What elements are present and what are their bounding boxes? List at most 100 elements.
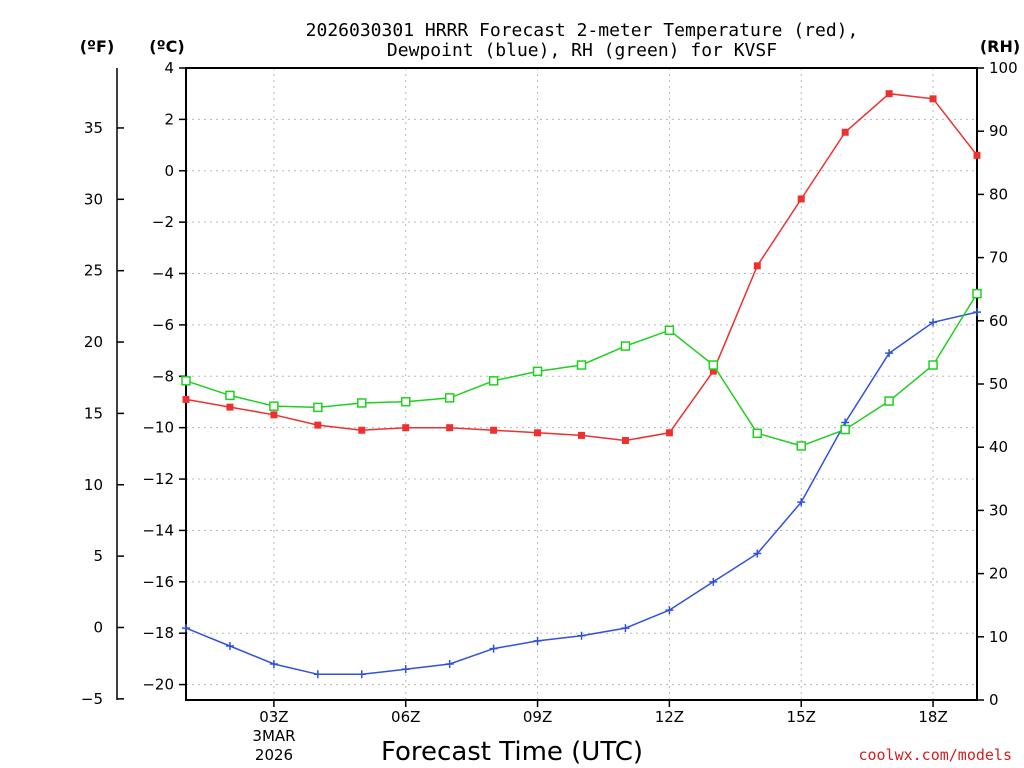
x-tick-label: 18Z	[918, 708, 947, 726]
dewpoint-point	[313, 670, 322, 679]
celsius-unit-label: (ºC)	[149, 37, 184, 56]
x-tick-label: 15Z	[787, 708, 816, 726]
chart-title-line1: 2026030301 HRRR Forecast 2-meter Tempera…	[306, 20, 859, 41]
temperature-point	[402, 424, 410, 432]
temperature-point	[929, 95, 937, 103]
x-axis-title: Forecast Time (UTC)	[381, 737, 643, 767]
rh-point	[488, 376, 499, 386]
c-tick-label: −8	[152, 367, 174, 385]
fahrenheit-unit-label: (ºF)	[80, 37, 115, 56]
dewpoint-point	[225, 642, 234, 651]
c-tick-label: −4	[152, 265, 174, 283]
rh-point	[884, 396, 894, 406]
c-tick-label: −14	[142, 521, 174, 539]
rh-point	[313, 402, 323, 413]
series-rh	[181, 288, 982, 451]
dewpoint-point	[357, 670, 366, 679]
c-tick-label: −2	[152, 213, 174, 231]
f-tick-label: 10	[84, 476, 103, 494]
rh-tick-label: 10	[989, 628, 1008, 646]
rh-tick-label: 100	[989, 59, 1018, 77]
temperature-point	[709, 367, 717, 375]
rh-point	[752, 428, 763, 439]
rh-point	[708, 360, 719, 370]
rh-point	[225, 390, 235, 401]
dewpoint-point	[709, 577, 718, 586]
rh-tick-label: 60	[989, 312, 1008, 330]
series-dewpoint	[182, 308, 981, 679]
temperature-point	[665, 429, 673, 437]
temperature-point	[534, 429, 542, 437]
dewpoint-point	[489, 644, 498, 653]
rh-tick-label: 40	[989, 438, 1008, 456]
rh-point	[181, 376, 191, 386]
temperature-point	[270, 411, 278, 419]
f-tick-label: 30	[84, 190, 103, 208]
dewpoint-point	[533, 636, 542, 645]
temperature-point	[885, 90, 893, 98]
rh-tick-label: 20	[989, 565, 1008, 583]
rh-point	[444, 393, 455, 403]
dewpoint-point	[401, 665, 410, 674]
rh-point	[928, 360, 938, 370]
data-series	[181, 90, 982, 679]
rh-tick-label: 90	[989, 122, 1008, 140]
rh-point	[532, 366, 543, 377]
temperature-point	[797, 195, 805, 203]
dewpoint-point	[885, 349, 894, 358]
rh-tick-label: 70	[989, 249, 1008, 267]
rh-point	[840, 424, 850, 435]
f-tick-label: 15	[84, 404, 103, 422]
rh-point	[620, 341, 631, 351]
rh-point	[400, 396, 411, 407]
chart-title-line2: Dewpoint (blue), RH (green) for KVSF	[387, 40, 777, 61]
c-tick-label: −20	[142, 676, 174, 694]
f-tick-label: 25	[84, 262, 103, 280]
c-tick-label: 4	[164, 59, 174, 77]
x-tick-label: 12Z	[655, 708, 684, 726]
temperature-point	[578, 431, 585, 439]
c-tick-label: 0	[164, 162, 174, 180]
temperature-point	[490, 426, 498, 434]
f-tick-label: 5	[93, 547, 103, 565]
rh-tick-label: 50	[989, 375, 1008, 393]
series-temperature	[182, 90, 981, 445]
rh-point	[796, 441, 806, 451]
x-tick-label: 09Z	[523, 708, 552, 726]
c-tick-label: −18	[142, 624, 174, 642]
dewpoint-point	[269, 660, 278, 669]
f-tick-label: 20	[84, 333, 103, 351]
temperature-point	[358, 426, 366, 434]
temperature-point	[226, 403, 234, 411]
dewpoint-point	[973, 308, 981, 317]
dewpoint-point	[445, 660, 454, 669]
c-tick-label: −12	[142, 470, 174, 488]
x-date-label-month: 3MAR	[252, 727, 295, 745]
temperature-point	[621, 437, 629, 445]
dewpoint-point	[665, 606, 674, 615]
c-tick-label: 2	[164, 110, 174, 128]
rh-point	[269, 401, 279, 411]
plot-frame	[185, 67, 978, 701]
rh-point	[357, 398, 367, 408]
c-tick-label: −10	[142, 419, 174, 437]
dewpoint-point	[182, 624, 190, 633]
dewpoint-point	[797, 498, 806, 507]
rh-point	[576, 360, 587, 370]
rh-unit-label: (RH)	[980, 37, 1020, 56]
source-credit: coolwx.com/models	[858, 746, 1012, 764]
c-tick-label: −6	[152, 316, 174, 334]
temperature-line	[185, 92, 978, 442]
dewpoint-point	[621, 624, 630, 633]
f-tick-label: −5	[81, 690, 103, 708]
x-date-label-year: 2026	[255, 746, 293, 764]
temperature-point	[314, 421, 322, 429]
rh-tick-label: 0	[989, 691, 999, 709]
x-tick-label: 06Z	[391, 708, 420, 726]
dewpoint-point	[753, 549, 762, 558]
dewpoint-point	[929, 318, 938, 327]
c-tick-label: −16	[142, 573, 174, 591]
rh-tick-label: 30	[989, 501, 1008, 519]
